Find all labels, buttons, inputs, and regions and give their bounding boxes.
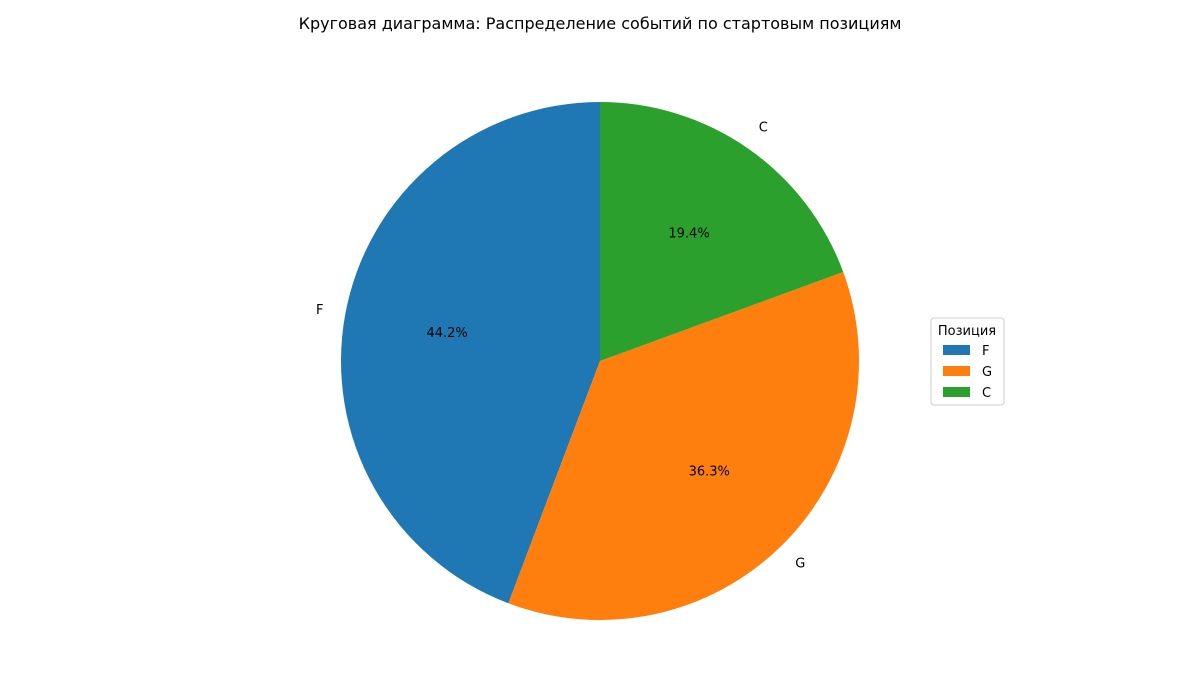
pie-slice-g bbox=[508, 272, 859, 620]
legend-swatch-f bbox=[943, 345, 970, 355]
pie-slice-f bbox=[340, 102, 600, 604]
legend-frame bbox=[930, 317, 1005, 406]
percent-label-c: 19.4% bbox=[668, 227, 709, 242]
pie-slice-c bbox=[600, 102, 844, 361]
legend: Позиция FGC bbox=[930, 317, 1005, 406]
chart-title: Круговая диаграмма: Распределение событи… bbox=[299, 14, 902, 33]
legend-label-f: F bbox=[982, 344, 989, 359]
slice-label-f: F bbox=[316, 303, 323, 318]
legend-label-c: C bbox=[982, 386, 991, 401]
slice-labels: F G C bbox=[316, 120, 805, 571]
percent-label-f: 44.2% bbox=[426, 326, 467, 341]
legend-swatch-c bbox=[943, 387, 970, 397]
percent-labels: 44.2% 36.3% 19.4% bbox=[426, 227, 729, 480]
slice-label-c: C bbox=[759, 120, 768, 135]
slice-label-g: G bbox=[795, 557, 805, 572]
percent-label-g: 36.3% bbox=[689, 464, 730, 479]
legend-label-g: G bbox=[982, 365, 992, 380]
legend-swatch-g bbox=[943, 366, 970, 376]
legend-entries: FGC bbox=[943, 344, 992, 401]
pie-slices bbox=[340, 102, 859, 620]
legend-title: Позиция bbox=[938, 324, 996, 339]
